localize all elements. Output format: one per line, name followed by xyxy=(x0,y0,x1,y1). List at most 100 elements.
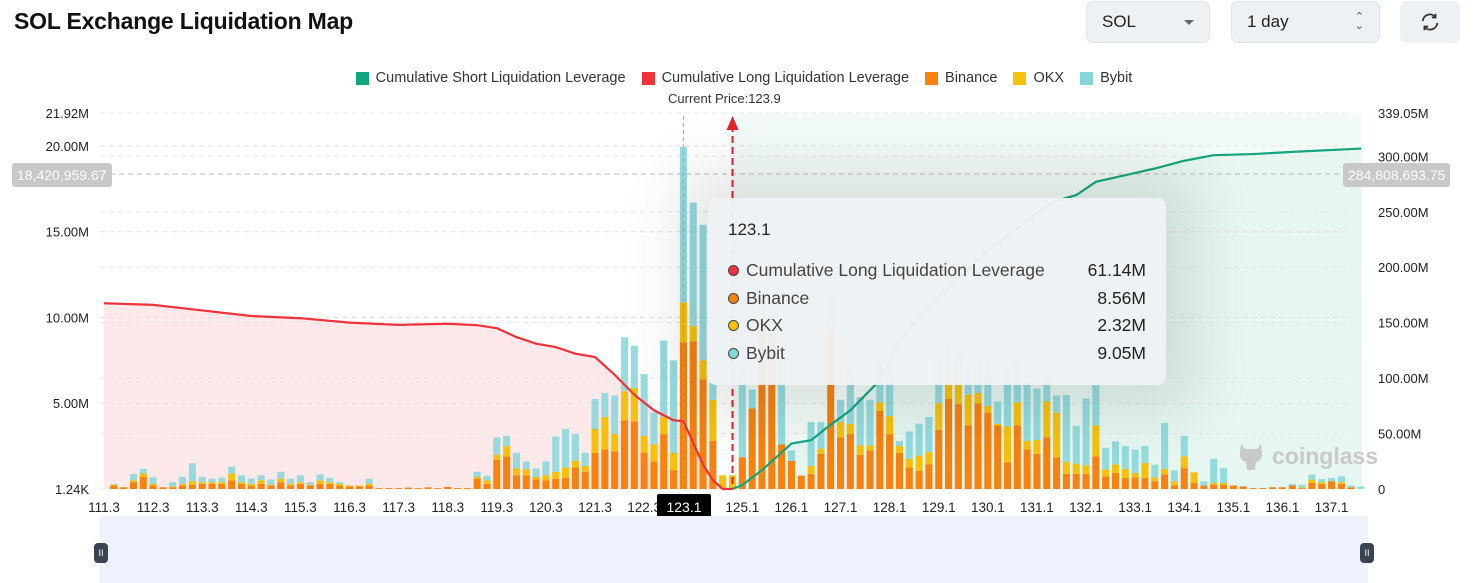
bar-stack xyxy=(326,477,334,489)
bar-stack xyxy=(355,485,363,489)
legend-item[interactable]: Cumulative Short Liquidation Leverage xyxy=(355,70,626,86)
bar-binance xyxy=(945,398,953,489)
bar-stack xyxy=(1111,441,1120,489)
bar-binance xyxy=(611,451,619,489)
bar-bybit xyxy=(287,478,295,484)
bar-okx xyxy=(1082,465,1090,474)
bar-stack xyxy=(1151,464,1159,489)
slider-handle-left[interactable]: II xyxy=(94,543,108,563)
bar-okx xyxy=(670,452,678,471)
bar-bybit xyxy=(1151,464,1159,478)
bar-binance xyxy=(306,485,314,489)
bar-bybit xyxy=(1111,441,1120,465)
bar-bybit xyxy=(139,468,147,474)
bar-stack xyxy=(522,461,530,489)
bar-binance xyxy=(1131,477,1139,489)
bar-bybit xyxy=(699,224,707,361)
bar-bybit xyxy=(218,477,226,483)
bar-binance xyxy=(424,487,432,489)
bar-stack xyxy=(1161,422,1169,489)
bar-stack xyxy=(218,477,226,489)
x-axis-tick: 131.1 xyxy=(1020,500,1054,515)
symbol-select[interactable]: SOL xyxy=(1086,1,1210,43)
bar-okx xyxy=(640,435,648,453)
bar-stack xyxy=(247,478,255,489)
bar-okx xyxy=(611,434,619,452)
bar-stack xyxy=(503,435,511,489)
legend-item[interactable]: Cumulative Long Liquidation Leverage xyxy=(641,70,909,86)
bar-stack xyxy=(169,482,177,489)
x-axis-tick: 128.1 xyxy=(873,500,907,515)
bar-binance xyxy=(787,460,795,489)
bar-stack xyxy=(129,474,137,489)
legend-item[interactable]: Bybit xyxy=(1080,70,1132,86)
bar-stack xyxy=(1239,486,1247,489)
bar-okx xyxy=(562,467,570,478)
page-title: SOL Exchange Liquidation Map xyxy=(14,8,354,34)
bar-stack xyxy=(1249,488,1257,489)
bar-stack xyxy=(257,475,265,489)
bar-bybit xyxy=(748,389,756,409)
bar-binance xyxy=(1337,483,1345,489)
bar-okx xyxy=(689,326,697,342)
bar-binance xyxy=(1210,484,1218,489)
bar-bybit xyxy=(1023,380,1031,441)
chart-legend: Cumulative Short Liquidation Leverage Cum… xyxy=(0,70,1478,86)
bar-bybit xyxy=(473,471,481,477)
bar-stack xyxy=(1141,445,1149,489)
bar-bybit xyxy=(1082,398,1090,466)
bar-stack xyxy=(149,477,157,489)
bar-bybit xyxy=(1288,483,1296,486)
bar-binance xyxy=(483,483,491,489)
legend-item[interactable]: OKX xyxy=(1013,70,1064,86)
bar-binance xyxy=(139,476,147,489)
tooltip-value: 9.05M xyxy=(1097,342,1146,363)
legend-swatch xyxy=(355,71,369,85)
bar-stack xyxy=(404,487,412,489)
period-select[interactable]: 1 day ⌃ ⌄ xyxy=(1231,1,1380,43)
bar-stack xyxy=(1200,481,1208,489)
bar-binance xyxy=(228,480,236,489)
bar-stack xyxy=(1170,470,1178,489)
bar-binance xyxy=(1318,483,1326,489)
bar-binance xyxy=(797,475,805,489)
bar-stack xyxy=(1219,468,1228,489)
bar-binance xyxy=(1072,473,1080,489)
bar-binance xyxy=(1328,481,1336,489)
legend-item[interactable]: Binance xyxy=(925,70,997,86)
bar-okx xyxy=(139,473,147,477)
refresh-button[interactable] xyxy=(1400,1,1460,43)
bar-bybit xyxy=(1170,470,1178,482)
bar-bybit xyxy=(129,474,137,481)
bar-binance xyxy=(257,483,265,489)
bar-stack xyxy=(994,401,1002,489)
bar-bybit xyxy=(1092,384,1100,426)
bar-stack xyxy=(414,488,422,489)
bar-binance xyxy=(1141,478,1149,489)
bar-okx xyxy=(1121,469,1129,479)
bar-okx xyxy=(886,416,894,435)
bar-binance xyxy=(807,473,815,489)
bar-stack xyxy=(1210,458,1218,489)
bar-stack xyxy=(1053,395,1061,489)
bar-binance xyxy=(984,412,992,489)
bar-okx xyxy=(1219,482,1228,485)
bar-stack xyxy=(1337,476,1345,489)
bar-binance xyxy=(935,429,943,489)
bar-bybit xyxy=(1357,486,1365,489)
bar-stack xyxy=(601,392,609,489)
range-slider[interactable] xyxy=(100,516,1368,583)
bar-okx xyxy=(110,484,118,486)
bar-okx xyxy=(532,476,540,480)
x-axis-tick: 126.1 xyxy=(775,500,809,515)
slider-handle-right[interactable]: II xyxy=(1360,543,1374,563)
x-axis-tick: 136.1 xyxy=(1266,500,1300,515)
bar-stack xyxy=(699,224,707,489)
crosshair-x-label: 123.1 xyxy=(657,494,711,519)
bar-binance xyxy=(964,425,972,489)
bar-binance xyxy=(846,434,854,489)
x-axis-tick: 127.1 xyxy=(824,500,858,515)
bar-stack xyxy=(316,474,324,489)
bar-stack xyxy=(179,476,187,489)
bar-bybit xyxy=(1102,447,1110,470)
